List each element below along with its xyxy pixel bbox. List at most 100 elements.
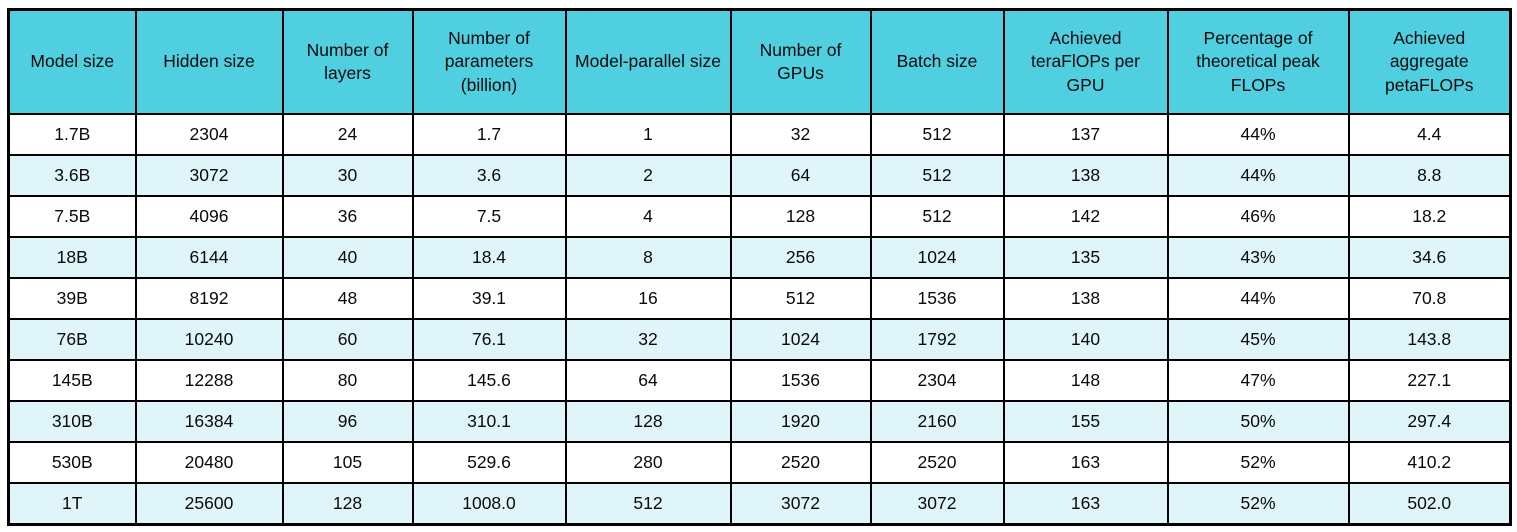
table-cell: 52% bbox=[1166, 482, 1350, 526]
table-row-1T: 1T 25600 128 1008.0 512 3072 3072 163 52% 502.0 bbox=[7, 482, 1512, 526]
table-cell: 44% bbox=[1166, 277, 1350, 320]
table-cell: 34.6 bbox=[1347, 236, 1512, 279]
table-cell: 1008.0 bbox=[411, 482, 567, 526]
table-cell: 7.5B bbox=[7, 195, 137, 238]
table-cell: 50% bbox=[1166, 400, 1350, 443]
table-cell: 18.2 bbox=[1347, 195, 1512, 238]
table-cell: 12288 bbox=[134, 359, 284, 402]
table-cell: 512 bbox=[869, 113, 1005, 156]
table-cell: 8.8 bbox=[1347, 154, 1512, 197]
table-cell: 1536 bbox=[869, 277, 1005, 320]
table-cell: 128 bbox=[281, 482, 414, 526]
table-row-7.5B: 7.5B 4096 36 7.5 4 128 512 142 46% 18.2 bbox=[7, 195, 1512, 238]
table-cell: 3.6B bbox=[7, 154, 137, 197]
table-cell: 1T bbox=[7, 482, 137, 526]
table-cell: 4.4 bbox=[1347, 113, 1512, 156]
table-cell: 18B bbox=[7, 236, 137, 279]
table-cell: 1920 bbox=[729, 400, 872, 443]
table-cell: 2160 bbox=[869, 400, 1005, 443]
table-cell: 2520 bbox=[869, 441, 1005, 484]
table-cell: 138 bbox=[1002, 277, 1169, 320]
table-cell: 163 bbox=[1002, 441, 1169, 484]
table-cell: 8 bbox=[564, 236, 732, 279]
table-cell: 142 bbox=[1002, 195, 1169, 238]
table-cell: 1024 bbox=[729, 318, 872, 361]
table-cell: 1.7 bbox=[411, 113, 567, 156]
header-cell-col9: Achieved aggregate petaFLOPs bbox=[1347, 8, 1512, 115]
table-row-145B: 145B 12288 80 145.6 64 1536 2304 148 47% 227.1 bbox=[7, 359, 1512, 402]
table-cell: 76.1 bbox=[411, 318, 567, 361]
table-cell: 64 bbox=[729, 154, 872, 197]
table-cell: 52% bbox=[1166, 441, 1350, 484]
table-cell: 96 bbox=[281, 400, 414, 443]
table-cell: 47% bbox=[1166, 359, 1350, 402]
table-cell: 3072 bbox=[869, 482, 1005, 526]
table-cell: 16 bbox=[564, 277, 732, 320]
table-row-39B: 39B 8192 48 39.1 16 512 1536 138 44% 70.8 bbox=[7, 277, 1512, 320]
table-cell: 310.1 bbox=[411, 400, 567, 443]
table-cell: 45% bbox=[1166, 318, 1350, 361]
table-cell: 143.8 bbox=[1347, 318, 1512, 361]
table-cell: 18.4 bbox=[411, 236, 567, 279]
table-cell: 530B bbox=[7, 441, 137, 484]
table-cell: 44% bbox=[1166, 154, 1350, 197]
table-cell: 8192 bbox=[134, 277, 284, 320]
table-cell: 4 bbox=[564, 195, 732, 238]
table-cell: 44% bbox=[1166, 113, 1350, 156]
header-cell-col2: Number of layers bbox=[281, 8, 414, 115]
table-cell: 3072 bbox=[134, 154, 284, 197]
table-cell: 148 bbox=[1002, 359, 1169, 402]
table-cell: 46% bbox=[1166, 195, 1350, 238]
header-cell-col0: Model size bbox=[7, 8, 137, 115]
header-cell-col4: Model-parallel size bbox=[564, 8, 732, 115]
header-cell-col3: Number of parameters (billion) bbox=[411, 8, 567, 115]
table-cell: 410.2 bbox=[1347, 441, 1512, 484]
table-cell: 80 bbox=[281, 359, 414, 402]
table-cell: 280 bbox=[564, 441, 732, 484]
table-cell: 512 bbox=[869, 195, 1005, 238]
table-cell: 1792 bbox=[869, 318, 1005, 361]
table-cell: 25600 bbox=[134, 482, 284, 526]
table-cell: 1536 bbox=[729, 359, 872, 402]
table-cell: 140 bbox=[1002, 318, 1169, 361]
table-cell: 60 bbox=[281, 318, 414, 361]
table-cell: 7.5 bbox=[411, 195, 567, 238]
header-cell-col8: Percentage of theoretical peak FLOPs bbox=[1166, 8, 1350, 115]
table-cell: 39B bbox=[7, 277, 137, 320]
table-cell: 512 bbox=[564, 482, 732, 526]
table-row-76B: 76B 10240 60 76.1 32 1024 1792 140 45% 143.8 bbox=[7, 318, 1512, 361]
table-row-530B: 530B 20480 105 529.6 280 2520 2520 163 52% 410.2 bbox=[7, 441, 1512, 484]
table-cell: 256 bbox=[729, 236, 872, 279]
table-cell: 39.1 bbox=[411, 277, 567, 320]
table-row-1.7B: 1.7B 2304 24 1.7 1 32 512 137 44% 4.4 bbox=[7, 113, 1512, 156]
table-cell: 3072 bbox=[729, 482, 872, 526]
table-cell: 2304 bbox=[134, 113, 284, 156]
table-cell: 43% bbox=[1166, 236, 1350, 279]
table-cell: 145.6 bbox=[411, 359, 567, 402]
table-cell: 64 bbox=[564, 359, 732, 402]
table-cell: 310B bbox=[7, 400, 137, 443]
table-cell: 36 bbox=[281, 195, 414, 238]
table-cell: 3.6 bbox=[411, 154, 567, 197]
table-cell: 1024 bbox=[869, 236, 1005, 279]
header-cell-col7: Achieved teraFlOPs per GPU bbox=[1002, 8, 1169, 115]
table-cell: 512 bbox=[729, 277, 872, 320]
table-cell: 2 bbox=[564, 154, 732, 197]
table-cell: 32 bbox=[729, 113, 872, 156]
table-cell: 135 bbox=[1002, 236, 1169, 279]
table-row-310B: 310B 16384 96 310.1 128 1920 2160 155 50% 297.4 bbox=[7, 400, 1512, 443]
table-cell: 1 bbox=[564, 113, 732, 156]
table-cell: 2304 bbox=[869, 359, 1005, 402]
table-cell: 40 bbox=[281, 236, 414, 279]
table-cell: 10240 bbox=[134, 318, 284, 361]
table-cell: 128 bbox=[729, 195, 872, 238]
table-cell: 297.4 bbox=[1347, 400, 1512, 443]
header-row: Model size Hidden size Number of layers Num… bbox=[7, 8, 1512, 115]
table-cell: 105 bbox=[281, 441, 414, 484]
table-cell: 48 bbox=[281, 277, 414, 320]
table-cell: 138 bbox=[1002, 154, 1169, 197]
table-cell: 6144 bbox=[134, 236, 284, 279]
table-cell: 20480 bbox=[134, 441, 284, 484]
table-cell: 145B bbox=[7, 359, 137, 402]
